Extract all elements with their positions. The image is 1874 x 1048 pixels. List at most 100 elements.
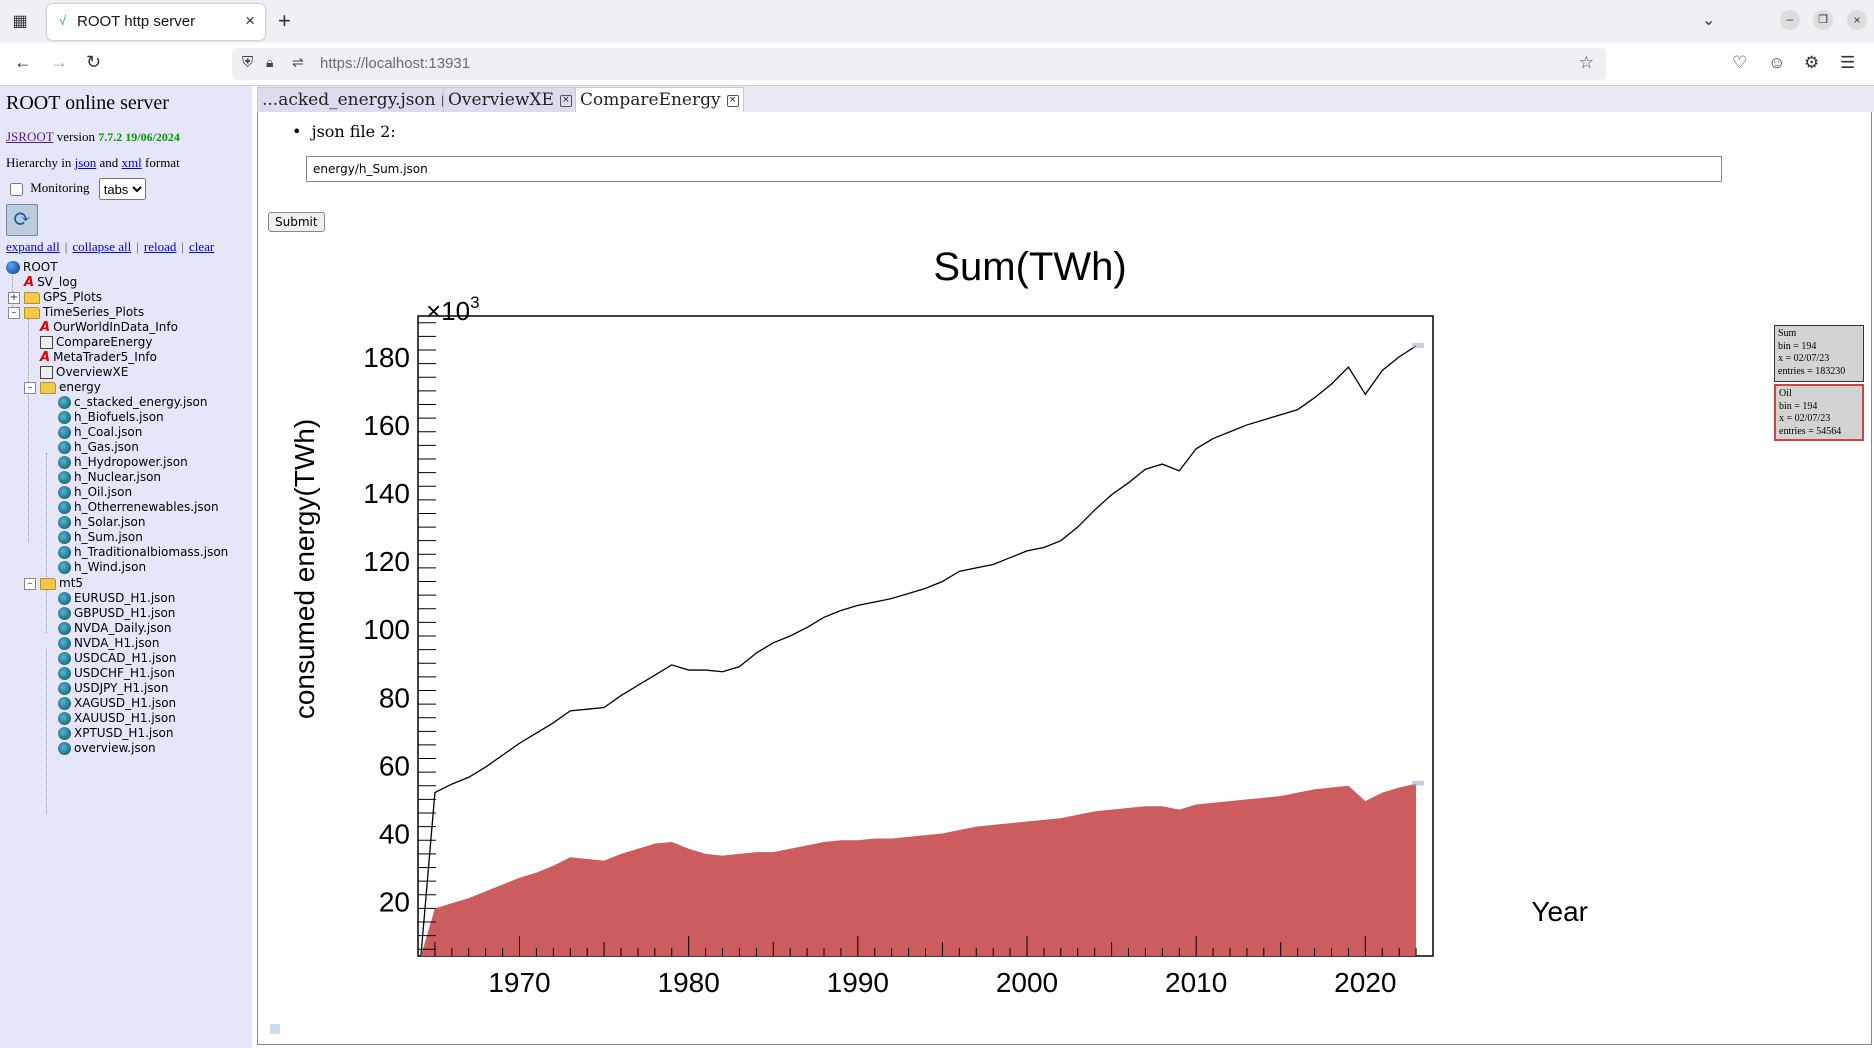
collapse-icon[interactable]: – xyxy=(24,577,36,590)
close-icon[interactable]: × xyxy=(559,94,572,107)
submit-button[interactable]: Submit xyxy=(268,212,325,232)
xml-link[interactable]: xml xyxy=(121,155,142,170)
close-tab-icon[interactable]: × xyxy=(245,11,255,30)
chart-title: Sum(TWh) xyxy=(933,245,1126,289)
monitoring-label: Monitoring xyxy=(30,179,90,195)
tooltip-line: x = 02/07/23 xyxy=(1779,413,1831,424)
tree-node-json[interactable]: h_Oil.json xyxy=(58,483,132,501)
url-bar[interactable]: ⛨ 🔒︎ ⇌ https://localhost:13931 ☆ xyxy=(232,48,1606,80)
permissions-icon[interactable]: ⇌ xyxy=(292,54,304,70)
tree-node-json[interactable]: XAGUSD_H1.json xyxy=(58,694,176,712)
tree-node-json[interactable]: NVDA_H1.json xyxy=(58,634,159,652)
account-icon[interactable]: ☺ xyxy=(1768,53,1786,72)
close-icon[interactable]: × xyxy=(726,94,739,107)
y-tick-label: 80 xyxy=(379,682,410,713)
tree-node-gps-plots[interactable]: + GPS_Plots xyxy=(8,288,102,306)
reload-icon[interactable]: ↻ xyxy=(86,52,102,72)
chart-y-axis-label: consumed energy(TWh) xyxy=(289,419,320,719)
url-text[interactable]: https://localhost:13931 xyxy=(320,55,471,72)
tree-node-energy[interactable]: – energy xyxy=(24,378,101,396)
shield-icon[interactable]: ⛨ xyxy=(242,54,254,71)
canvas-icon xyxy=(40,366,53,379)
tree-node-label: h_Hydropower.json xyxy=(74,455,188,469)
folder-icon xyxy=(40,381,56,394)
collapse-icon[interactable]: – xyxy=(8,306,20,319)
tree-node-compareenergy[interactable]: CompareEnergy xyxy=(40,333,152,351)
tree-node-metatrader5-info[interactable]: A MetaTrader5_Info xyxy=(40,348,157,366)
collapse-all-link[interactable]: collapse all xyxy=(72,239,132,254)
version-word: version xyxy=(56,129,95,144)
reload-link[interactable]: reload xyxy=(143,239,177,254)
refresh-icon[interactable]: ⟳ xyxy=(6,204,38,236)
tree-node-json[interactable]: h_Otherrenewables.json xyxy=(58,498,219,516)
tooltip-line: bin = 194 xyxy=(1778,340,1817,352)
extensions-icon[interactable]: ⚙ xyxy=(1804,53,1820,72)
energy-chart[interactable]: 20 40 60 80 100 120 140 160 180 1970 1980 1990 2000 2… xyxy=(258,236,1858,1036)
minimize-icon[interactable]: – xyxy=(1780,10,1800,30)
tree-node-ourworldindata-info[interactable]: A OurWorldInData_Info xyxy=(40,318,178,336)
tab-list-icon[interactable]: ▦ xyxy=(12,13,28,30)
y-tick-label: 140 xyxy=(363,478,410,509)
y-axis-exponent: ×103 xyxy=(426,293,480,326)
tree-node-label: XPTUSD_H1.json xyxy=(74,726,174,740)
layout-select[interactable]: tabs xyxy=(98,178,146,200)
tree-node-json[interactable]: XAUUSD_H1.json xyxy=(58,709,176,727)
tree-node-json[interactable]: h_Solar.json xyxy=(58,513,145,531)
tree-node-json[interactable]: c_stacked_energy.json xyxy=(58,393,207,411)
clear-link[interactable]: clear xyxy=(188,239,215,254)
tree-node-json[interactable]: USDCAD_H1.json xyxy=(58,649,176,667)
lock-icon[interactable]: 🔒︎ xyxy=(266,54,274,70)
maximize-icon[interactable]: ❐ xyxy=(1813,10,1833,30)
tree-node-json[interactable]: h_Sum.json xyxy=(58,528,143,546)
tree-node-json[interactable]: h_Coal.json xyxy=(58,423,142,441)
tree-node-json[interactable]: XPTUSD_H1.json xyxy=(58,724,173,742)
tree-node-root[interactable]: ROOT xyxy=(6,258,58,276)
tree-node-mt5[interactable]: – mt5 xyxy=(24,574,83,592)
hover-marker-sum xyxy=(1412,342,1425,348)
tab-stacked-energy[interactable]: ...acked_energy.json× xyxy=(257,87,459,112)
tree-node-json[interactable]: overview.json xyxy=(58,739,156,757)
resize-handle[interactable] xyxy=(270,1024,280,1034)
new-tab-icon[interactable]: + xyxy=(278,8,291,33)
tooltip-line: bin = 194 xyxy=(1779,400,1818,412)
tree-node-overviewxe[interactable]: OverviewXE xyxy=(40,363,128,381)
browser-tab[interactable]: √ ROOT http server × xyxy=(47,4,265,40)
tree-node-label: OverviewXE xyxy=(56,365,129,379)
tree-node-json[interactable]: h_Gas.json xyxy=(58,438,139,456)
forward-arrow-icon[interactable]: → xyxy=(50,52,68,72)
tree-node-label: GPS_Plots xyxy=(43,290,103,304)
bookmark-star-icon[interactable]: ☆ xyxy=(1578,53,1594,72)
tree-node-json[interactable]: EURUSD_H1.json xyxy=(58,589,175,607)
tab-compareenergy[interactable]: CompareEnergy × xyxy=(575,87,744,112)
tree-node-json[interactable]: USDCHF_H1.json xyxy=(58,664,175,682)
pocket-icon[interactable]: ♡ xyxy=(1732,53,1748,72)
tree-node-json[interactable]: NVDA_Daily.json xyxy=(58,619,171,637)
json-file-2-input[interactable]: energy/h_Sum.json xyxy=(306,156,1722,182)
monitoring-checkbox[interactable] xyxy=(10,182,23,196)
jsroot-link[interactable]: JSROOT xyxy=(6,129,54,144)
tree-node-label: c_stacked_energy.json xyxy=(74,395,208,409)
json-icon xyxy=(58,546,71,559)
chevron-down-icon[interactable]: ⌄ xyxy=(1702,12,1716,29)
y-tick-label: 120 xyxy=(363,546,410,577)
server-title: ROOT online server xyxy=(6,92,169,114)
tree-node-json[interactable]: h_Nuclear.json xyxy=(58,468,161,486)
tree-node-json[interactable]: h_Biofuels.json xyxy=(58,408,164,426)
back-arrow-icon[interactable]: ← xyxy=(14,52,32,72)
tab-overviewxe[interactable]: OverviewXE × xyxy=(443,87,577,112)
window-close-icon[interactable]: × xyxy=(1847,10,1867,30)
expand-all-link[interactable]: expand all xyxy=(6,239,60,254)
json-link[interactable]: json xyxy=(74,155,97,170)
tree-node-sv-log[interactable]: A SV_log xyxy=(24,273,77,291)
collapse-icon[interactable]: – xyxy=(24,381,36,394)
expand-icon[interactable]: + xyxy=(8,291,20,304)
menu-icon[interactable]: ☰ xyxy=(1840,53,1856,72)
tree-node-json[interactable]: GBPUSD_H1.json xyxy=(58,604,175,622)
tree-node-timeseries-plots[interactable]: – TimeSeries_Plots xyxy=(8,303,144,321)
tree-node-json[interactable]: h_Traditionalbiomass.json xyxy=(58,543,228,561)
tree-node-label: h_Oil.json xyxy=(74,485,133,499)
tree-node-json[interactable]: USDJPY_H1.json xyxy=(58,679,169,697)
browser-tab-bar: ▦ √ ROOT http server × + ⌄ – ❐ × xyxy=(0,0,1874,43)
tree-node-json[interactable]: h_Hydropower.json xyxy=(58,453,188,471)
tree-node-json[interactable]: h_Wind.json xyxy=(58,558,146,576)
